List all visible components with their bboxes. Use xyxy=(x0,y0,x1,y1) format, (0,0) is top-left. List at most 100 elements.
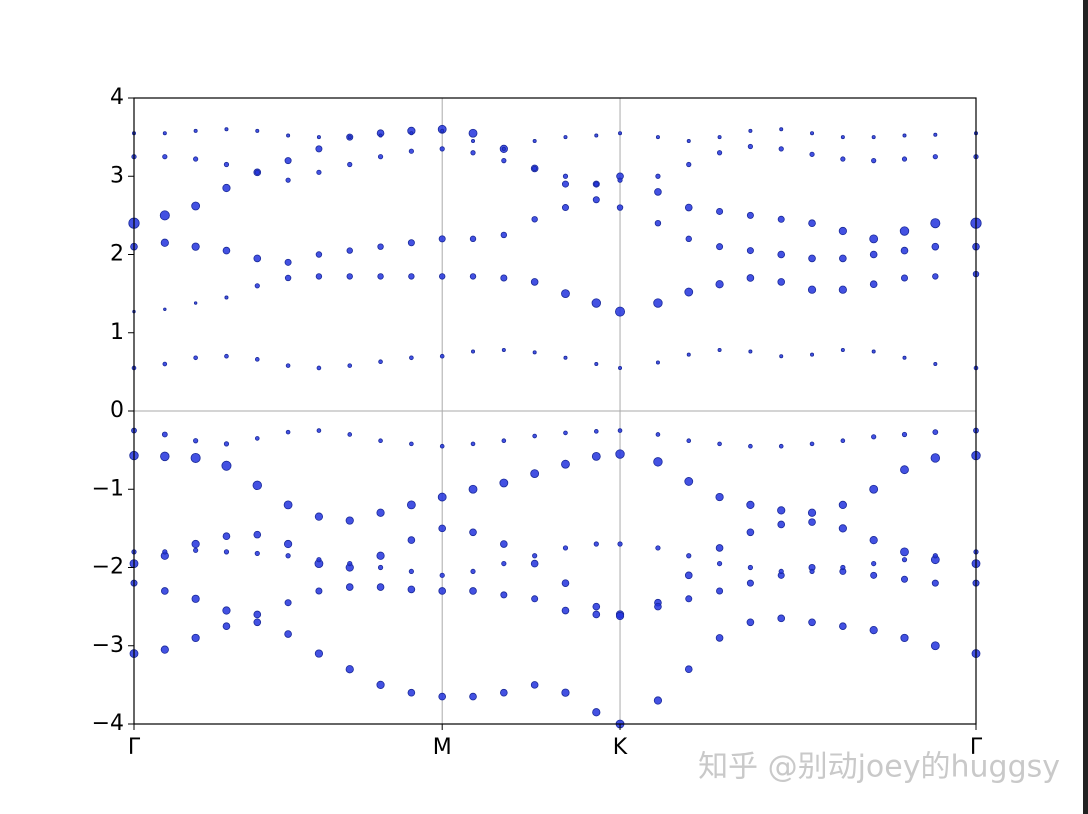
band-point xyxy=(869,250,878,259)
y-tick-label: −2 xyxy=(92,555,124,580)
band-point xyxy=(438,692,446,701)
band-point xyxy=(501,158,507,164)
band-point xyxy=(347,432,353,437)
band-point xyxy=(617,541,623,547)
band-point xyxy=(561,459,570,469)
band-point xyxy=(222,183,231,193)
band-point xyxy=(810,352,815,357)
band-point xyxy=(869,484,879,494)
band-point xyxy=(777,215,785,223)
band-point xyxy=(779,354,784,359)
band-point xyxy=(686,139,691,144)
band-point xyxy=(378,438,383,444)
band-point xyxy=(316,557,322,563)
band-point xyxy=(285,429,291,435)
band-point xyxy=(501,347,506,352)
band-point xyxy=(562,545,569,551)
band-point xyxy=(654,219,662,227)
band-point xyxy=(407,536,416,544)
band-point xyxy=(716,560,723,567)
band-point xyxy=(193,355,198,361)
band-point xyxy=(439,353,445,359)
band-point xyxy=(160,645,169,654)
band-point xyxy=(253,254,262,263)
band-point xyxy=(778,146,784,152)
band-point xyxy=(838,524,847,533)
band-point xyxy=(286,133,291,138)
band-point xyxy=(191,242,200,251)
band-point xyxy=(408,273,415,280)
band-point xyxy=(376,583,385,591)
band-point xyxy=(900,633,909,643)
band-point xyxy=(840,156,846,162)
band-point xyxy=(871,158,877,164)
band-point xyxy=(778,568,784,575)
band-point xyxy=(283,500,293,510)
band-point xyxy=(592,610,601,619)
band-point xyxy=(468,128,478,138)
band-point xyxy=(900,575,908,583)
x-tick-label: Γ xyxy=(128,735,141,760)
band-point xyxy=(222,606,231,615)
band-point xyxy=(777,520,786,529)
band-point xyxy=(285,553,291,559)
band-point xyxy=(378,133,383,138)
band-point xyxy=(869,234,879,244)
band-point xyxy=(653,298,663,308)
band-point xyxy=(532,433,537,439)
band-point xyxy=(684,287,694,297)
y-tick-label: 0 xyxy=(110,398,124,423)
band-point xyxy=(438,235,446,243)
band-point xyxy=(591,298,601,308)
band-point xyxy=(871,135,876,140)
band-point xyxy=(748,128,753,133)
band-point xyxy=(224,353,229,359)
band-point xyxy=(809,568,815,575)
band-point xyxy=(715,544,724,552)
band-point xyxy=(561,606,570,615)
band-point xyxy=(285,177,291,183)
band-point xyxy=(900,465,909,475)
band-point xyxy=(653,457,663,467)
band-point xyxy=(531,595,539,603)
band-point xyxy=(316,365,322,371)
band-point xyxy=(871,434,877,440)
band-point xyxy=(933,132,938,137)
band-point xyxy=(500,274,508,282)
band-point xyxy=(593,181,599,187)
band-point xyxy=(715,280,724,289)
band-point xyxy=(253,530,262,539)
band-point xyxy=(223,161,230,168)
band-point xyxy=(615,306,626,317)
band-point xyxy=(716,587,724,595)
band-point xyxy=(930,453,941,463)
band-point xyxy=(162,154,168,160)
band-point xyxy=(715,634,724,642)
band-point xyxy=(437,492,447,502)
band-point xyxy=(807,285,817,294)
band-point xyxy=(438,587,446,595)
band-point xyxy=(315,251,323,258)
band-point xyxy=(715,492,724,502)
band-point xyxy=(315,587,323,595)
y-tick-label: −4 xyxy=(92,711,124,736)
band-point xyxy=(469,692,477,701)
band-point xyxy=(191,201,201,211)
band-point xyxy=(593,541,599,547)
plot-area xyxy=(128,98,982,729)
band-point xyxy=(500,688,508,697)
band-point xyxy=(499,478,509,488)
band-point xyxy=(408,568,414,575)
band-point xyxy=(346,273,353,280)
band-point xyxy=(224,295,229,300)
band-point xyxy=(655,360,660,365)
band-point xyxy=(684,665,693,674)
band-point xyxy=(932,154,938,160)
band-point xyxy=(902,355,907,360)
band-point xyxy=(376,680,385,689)
band-point xyxy=(840,564,846,571)
band-point xyxy=(716,207,724,215)
band-point xyxy=(686,352,691,357)
band-point xyxy=(254,169,260,175)
